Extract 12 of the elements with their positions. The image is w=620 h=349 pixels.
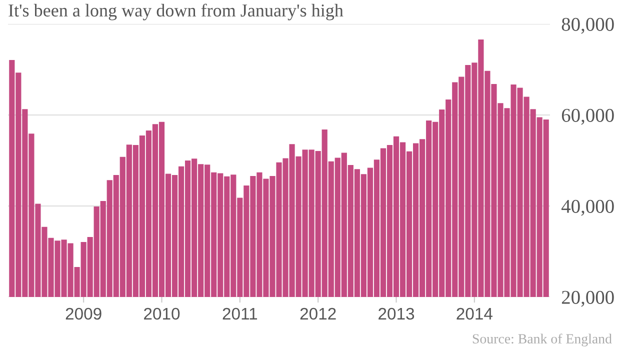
- x-tick-label: 2010: [144, 308, 180, 320]
- chart-title: It's been a long way down from January's high: [8, 4, 344, 20]
- x-tick-label: 2014: [456, 308, 492, 320]
- x-tick-label: 2013: [378, 308, 414, 320]
- y-tick-label: 40,000: [561, 200, 614, 216]
- x-tick-label: 2012: [300, 308, 336, 320]
- source-note: Source: Bank of England: [472, 334, 612, 346]
- y-tick-label: 80,000: [562, 18, 614, 34]
- x-tick-label: 2009: [66, 308, 102, 320]
- y-tick-label: 60,000: [562, 108, 614, 125]
- x-tick-label: 2011: [222, 308, 258, 320]
- y-tick-label: 20,000: [562, 290, 614, 307]
